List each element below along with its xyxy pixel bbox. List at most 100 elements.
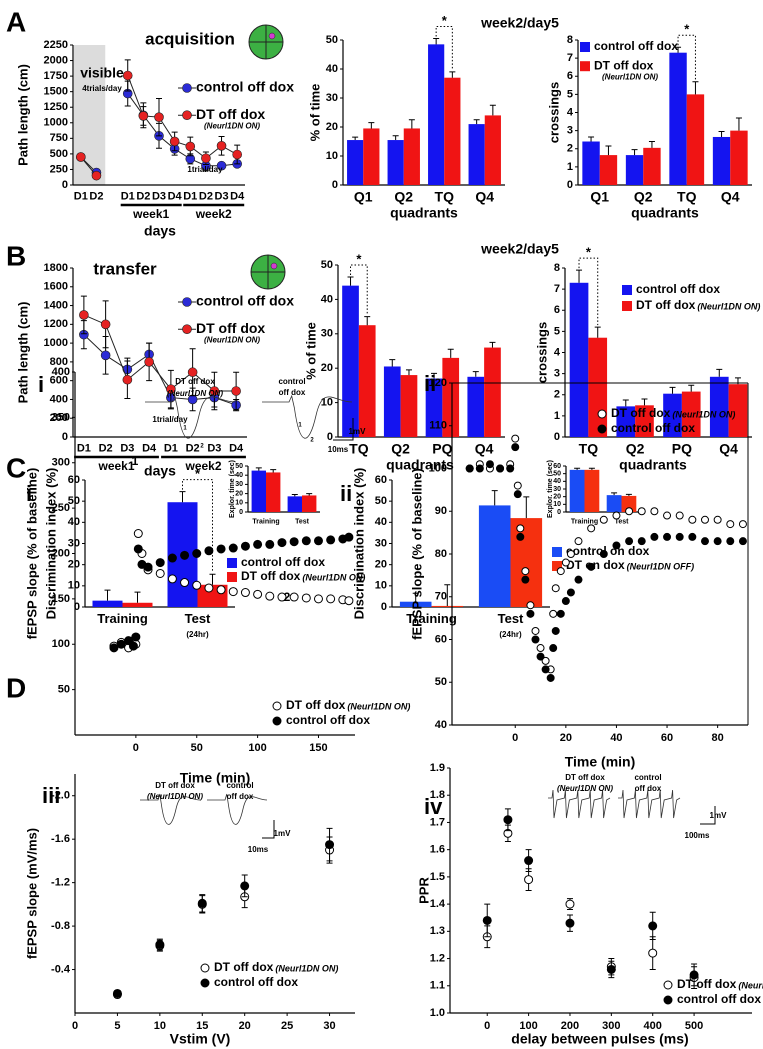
y-tick-label: 200	[52, 547, 70, 559]
error-bar	[306, 493, 313, 496]
y-tick-label: 1750	[44, 70, 68, 82]
y-tick-label: 50	[235, 463, 243, 470]
y-tick-label: 10	[553, 501, 561, 508]
point	[648, 948, 658, 958]
point	[301, 593, 311, 603]
y-axis-title: % of time	[307, 84, 322, 142]
x-tick-label: D1	[183, 190, 197, 202]
error-bar	[594, 326, 601, 338]
y-axis-title: Path length (cm)	[15, 64, 30, 166]
point	[289, 592, 299, 602]
point	[133, 544, 143, 554]
legend-swatch	[580, 61, 590, 72]
error-bar	[576, 269, 583, 283]
point	[192, 580, 202, 590]
bar	[302, 495, 317, 512]
point	[625, 537, 634, 546]
point	[574, 537, 583, 546]
point	[637, 507, 646, 516]
y-tick-label: 3	[567, 125, 573, 137]
x-tick-label: 20	[560, 732, 572, 744]
scale-label: 1mV	[349, 427, 367, 436]
bar	[625, 155, 644, 185]
group-label: week1	[97, 459, 134, 473]
error-bar	[489, 104, 496, 116]
legend-swatch	[227, 558, 237, 568]
legend-note: (Neurl1DN ON)	[275, 963, 338, 973]
bar	[287, 496, 302, 512]
y-tick-label: 0	[381, 601, 387, 613]
point	[482, 915, 492, 925]
bar	[709, 376, 729, 437]
point	[526, 609, 535, 618]
bar	[569, 282, 589, 437]
x-tick-label: TQ	[677, 189, 697, 205]
x-tick-label: PQ	[432, 441, 452, 457]
legend-note: (Neurl1DN ON)	[204, 121, 260, 130]
x-axis-title: Time (min)	[180, 770, 251, 786]
bar	[425, 378, 443, 437]
error-bar	[104, 589, 111, 601]
x-tick-label: Q4	[721, 189, 740, 205]
y-tick-label: 60	[435, 633, 447, 645]
x-tick-label: 50	[191, 742, 203, 754]
subpanel-label: i	[26, 481, 32, 506]
x-tick-label: 0	[133, 742, 139, 754]
legend-swatch	[552, 547, 562, 557]
y-tick-label: 0	[567, 179, 573, 191]
point	[277, 592, 287, 602]
bar	[599, 155, 618, 185]
point	[180, 550, 190, 560]
x-axis-title: quadrants	[619, 457, 687, 473]
y-tick-label: 40	[326, 63, 338, 75]
error-bar	[368, 122, 375, 129]
point	[100, 319, 111, 330]
legend-label: control off dox	[636, 282, 720, 296]
legend-label: control off dox	[214, 975, 298, 989]
bar	[403, 128, 420, 185]
legend-marker	[272, 716, 282, 726]
point	[155, 940, 165, 950]
y-tick-label: 200	[50, 412, 68, 424]
legend-swatch	[580, 42, 590, 52]
error-bar	[209, 573, 216, 585]
point	[556, 567, 565, 576]
point	[109, 643, 119, 653]
x-tick-label: 500	[685, 1020, 703, 1032]
y-tick-label: 7	[567, 52, 573, 64]
legend-marker	[663, 980, 673, 990]
x-tick-label: Training	[571, 518, 598, 525]
legend-label: DT on dox	[566, 558, 625, 572]
bar	[478, 505, 511, 607]
y-tick-label: 50	[435, 676, 447, 688]
legend-label: control off dox	[594, 39, 678, 53]
point	[240, 541, 250, 551]
point	[511, 443, 520, 452]
error-bar	[641, 398, 648, 406]
y-tick-label: -0.8	[51, 920, 70, 932]
point	[511, 434, 520, 443]
bar	[399, 601, 432, 607]
x-tick-label: D1	[74, 190, 88, 202]
point	[536, 652, 545, 661]
legend-label: DT off dox	[594, 58, 654, 72]
inset-label: 1	[183, 426, 187, 432]
point	[144, 357, 154, 367]
bar	[383, 366, 401, 437]
point	[513, 481, 522, 490]
point	[700, 515, 709, 524]
inset-label: control	[634, 773, 661, 782]
significance-bracket	[182, 479, 213, 573]
y-tick-label: 1500	[44, 86, 68, 98]
chart-title: transfer	[93, 259, 157, 278]
point	[209, 386, 220, 396]
trace	[548, 789, 611, 819]
annotation: 1trial/day	[187, 165, 223, 174]
bar	[387, 140, 404, 185]
x-tick-label: TQ	[349, 441, 369, 457]
point	[738, 520, 747, 529]
point	[521, 567, 530, 576]
y-tick-label: 1.0	[430, 1007, 445, 1019]
y-tick-label: 30	[235, 481, 243, 488]
bar	[686, 94, 705, 185]
